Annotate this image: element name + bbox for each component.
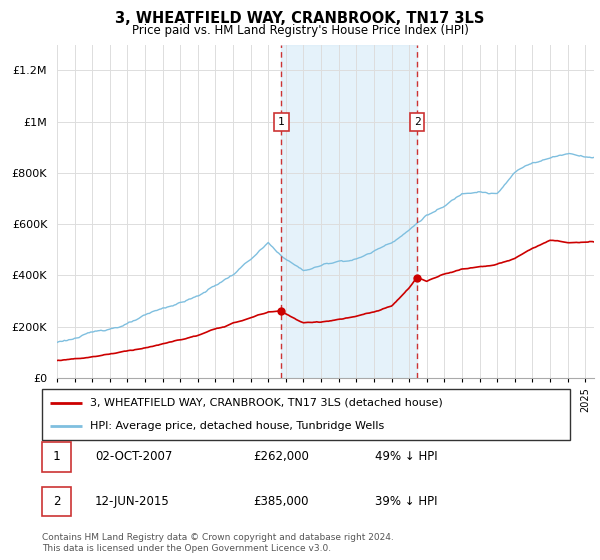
Text: 49% ↓ HPI: 49% ↓ HPI [374, 450, 437, 464]
Text: 3, WHEATFIELD WAY, CRANBROOK, TN17 3LS (detached house): 3, WHEATFIELD WAY, CRANBROOK, TN17 3LS (… [89, 398, 442, 408]
Text: 1: 1 [53, 450, 60, 464]
Text: HPI: Average price, detached house, Tunbridge Wells: HPI: Average price, detached house, Tunb… [89, 421, 384, 431]
Text: Contains HM Land Registry data © Crown copyright and database right 2024.
This d: Contains HM Land Registry data © Crown c… [42, 533, 394, 553]
FancyBboxPatch shape [42, 487, 71, 516]
FancyBboxPatch shape [42, 389, 570, 440]
Text: Price paid vs. HM Land Registry's House Price Index (HPI): Price paid vs. HM Land Registry's House … [131, 24, 469, 36]
Text: 2: 2 [413, 116, 421, 127]
Bar [281, 45, 417, 378]
Text: 2: 2 [53, 495, 60, 508]
FancyBboxPatch shape [42, 442, 71, 472]
Text: 12-JUN-2015: 12-JUN-2015 [95, 495, 170, 508]
Text: 02-OCT-2007: 02-OCT-2007 [95, 450, 172, 464]
Text: 3, WHEATFIELD WAY, CRANBROOK, TN17 3LS: 3, WHEATFIELD WAY, CRANBROOK, TN17 3LS [115, 11, 485, 26]
Text: £262,000: £262,000 [253, 450, 309, 464]
Text: 1: 1 [278, 116, 285, 127]
Text: £385,000: £385,000 [253, 495, 309, 508]
Text: 39% ↓ HPI: 39% ↓ HPI [374, 495, 437, 508]
